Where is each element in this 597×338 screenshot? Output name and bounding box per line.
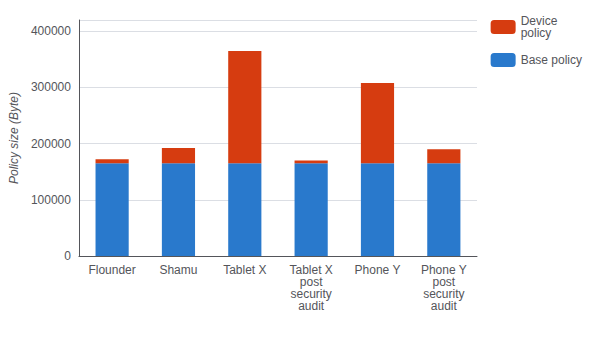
svg-text:300000: 300000 bbox=[31, 80, 71, 94]
svg-text:Phone Y: Phone Y bbox=[355, 263, 401, 277]
svg-text:security: security bbox=[423, 287, 465, 301]
svg-text:Flounder: Flounder bbox=[88, 263, 135, 277]
svg-text:400000: 400000 bbox=[31, 24, 71, 38]
svg-text:0: 0 bbox=[64, 249, 71, 263]
svg-text:Device: Device bbox=[520, 14, 558, 28]
svg-text:audit: audit bbox=[298, 299, 325, 313]
svg-text:post: post bbox=[299, 275, 323, 289]
svg-text:Policy size (Byte): Policy size (Byte) bbox=[7, 92, 21, 184]
svg-text:Tablet X: Tablet X bbox=[223, 263, 266, 277]
svg-text:200000: 200000 bbox=[31, 137, 71, 151]
svg-text:post: post bbox=[432, 275, 456, 289]
svg-text:Shamu: Shamu bbox=[159, 263, 197, 277]
svg-text:Phone Y: Phone Y bbox=[420, 263, 467, 277]
svg-text:Base policy: Base policy bbox=[521, 53, 582, 67]
svg-text:100000: 100000 bbox=[31, 193, 71, 207]
svg-text:Tablet X: Tablet X bbox=[289, 263, 333, 277]
svg-text:policy: policy bbox=[521, 26, 552, 40]
svg-text:audit: audit bbox=[431, 299, 458, 313]
svg-text:security: security bbox=[290, 287, 332, 301]
